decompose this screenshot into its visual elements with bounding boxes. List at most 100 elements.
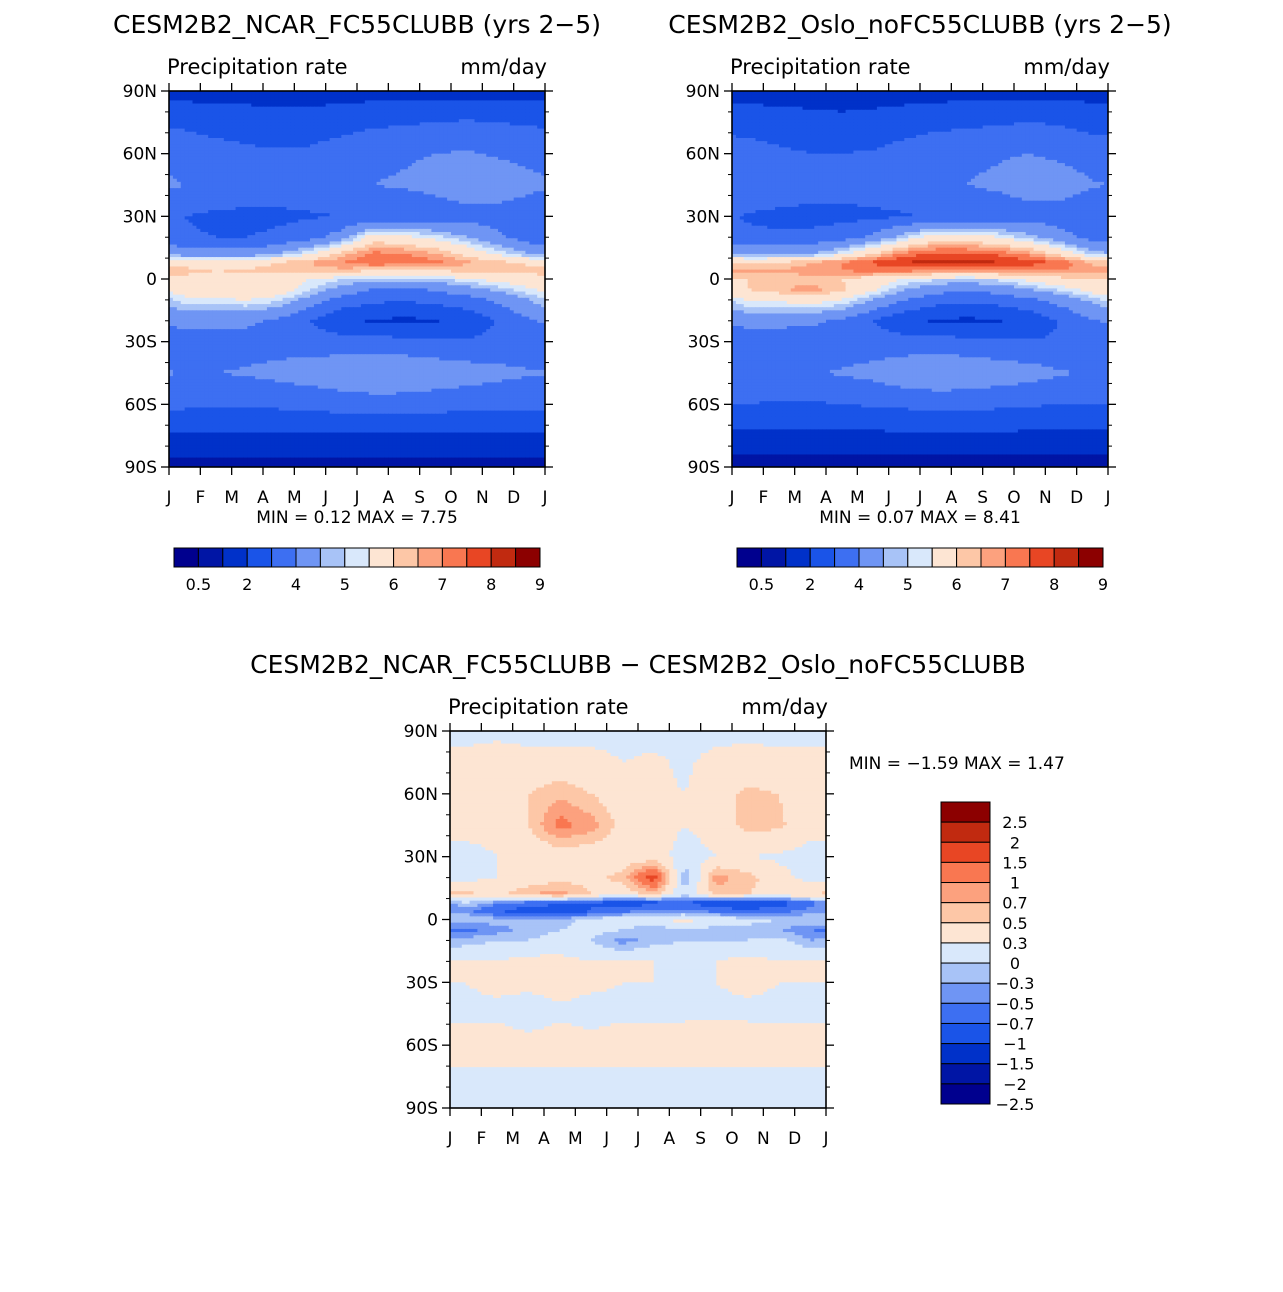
field-cell xyxy=(223,197,229,202)
field-cell xyxy=(208,222,213,227)
field-cell xyxy=(505,134,511,139)
field-cell xyxy=(529,225,534,230)
field-cell xyxy=(274,247,280,252)
field-cell xyxy=(533,188,538,192)
field-cell xyxy=(266,116,272,120)
field-cell xyxy=(509,197,515,202)
field-cell xyxy=(270,232,276,236)
field-cell xyxy=(192,206,198,211)
field-cell xyxy=(231,134,237,139)
field-cell xyxy=(443,235,448,239)
field-cell xyxy=(251,112,256,117)
field-cell xyxy=(172,119,178,123)
field-cell xyxy=(454,175,460,180)
field-cell xyxy=(396,225,401,230)
field-cell xyxy=(357,213,362,217)
field-cell xyxy=(243,122,248,127)
field-cell xyxy=(196,172,201,177)
field-cell xyxy=(294,141,299,145)
field-cell xyxy=(411,141,417,145)
field-cell xyxy=(537,210,542,214)
field-cell xyxy=(255,225,260,230)
field-cell xyxy=(517,188,523,192)
field-cell xyxy=(235,147,241,152)
field-cell xyxy=(529,100,534,105)
field-cell xyxy=(219,94,225,98)
field-cell xyxy=(353,225,358,230)
field-cell xyxy=(443,181,448,186)
field-cell xyxy=(415,235,421,239)
field-cell xyxy=(204,159,209,164)
field-cell xyxy=(247,134,252,139)
field-cell xyxy=(325,241,331,246)
field-cell xyxy=(172,103,178,108)
field-cell xyxy=(255,163,260,167)
field-cell xyxy=(172,188,178,192)
field-cell xyxy=(454,222,460,227)
field-cell xyxy=(541,103,545,108)
field-cell xyxy=(533,91,538,95)
field-cell xyxy=(306,109,311,114)
field-cell xyxy=(509,206,515,211)
field-cell xyxy=(333,131,339,136)
field-cell xyxy=(482,169,487,174)
field-cell xyxy=(306,100,311,105)
field-cell xyxy=(419,131,425,136)
field-cell xyxy=(286,156,292,161)
field-cell xyxy=(329,191,335,195)
field-cell xyxy=(368,178,374,183)
field-cell xyxy=(337,119,342,123)
field-cell xyxy=(396,122,401,127)
field-cell xyxy=(470,100,476,105)
field-cell xyxy=(400,125,405,130)
field-cell xyxy=(517,112,523,117)
field-cell xyxy=(478,191,483,195)
field-cell xyxy=(302,112,307,117)
field-cell xyxy=(521,178,527,183)
field-cell xyxy=(251,194,256,199)
field-cell xyxy=(341,166,346,170)
field-cell xyxy=(451,244,456,249)
field-cell xyxy=(188,232,194,236)
field-cell xyxy=(200,128,205,133)
field-cell xyxy=(454,235,460,239)
field-cell xyxy=(521,206,527,211)
field-cell xyxy=(357,91,362,95)
field-cell xyxy=(411,225,417,230)
field-cell xyxy=(266,238,272,242)
field-cell xyxy=(517,169,523,174)
field-cell xyxy=(282,216,288,221)
field-cell xyxy=(286,181,292,186)
field-cell xyxy=(494,178,499,183)
field-cell xyxy=(368,97,374,101)
field-cell xyxy=(400,222,405,227)
field-cell xyxy=(317,163,323,167)
field-cell xyxy=(419,244,425,249)
field-cell xyxy=(494,225,499,230)
field-cell xyxy=(239,150,245,155)
field-cell xyxy=(443,103,448,108)
field-cell xyxy=(310,232,315,236)
field-cell xyxy=(247,225,252,230)
field-cell xyxy=(294,172,299,177)
field-cell xyxy=(286,175,292,180)
field-cell xyxy=(411,247,417,252)
field-cell xyxy=(364,175,370,180)
field-cell xyxy=(208,188,213,192)
field-cell xyxy=(529,188,534,192)
field-cell xyxy=(325,166,331,170)
field-cell xyxy=(533,185,538,189)
field-cell xyxy=(298,228,303,233)
field-cell xyxy=(223,106,229,111)
field-cell xyxy=(368,150,374,155)
field-cell xyxy=(333,94,339,98)
field-cell xyxy=(419,109,425,114)
field-cell xyxy=(470,169,476,174)
field-cell xyxy=(490,238,495,242)
field-cell xyxy=(541,178,545,183)
field-cell xyxy=(372,119,378,123)
field-cell xyxy=(169,181,174,186)
field-cell xyxy=(286,163,292,167)
field-cell xyxy=(247,188,252,192)
field-cell xyxy=(282,169,288,174)
